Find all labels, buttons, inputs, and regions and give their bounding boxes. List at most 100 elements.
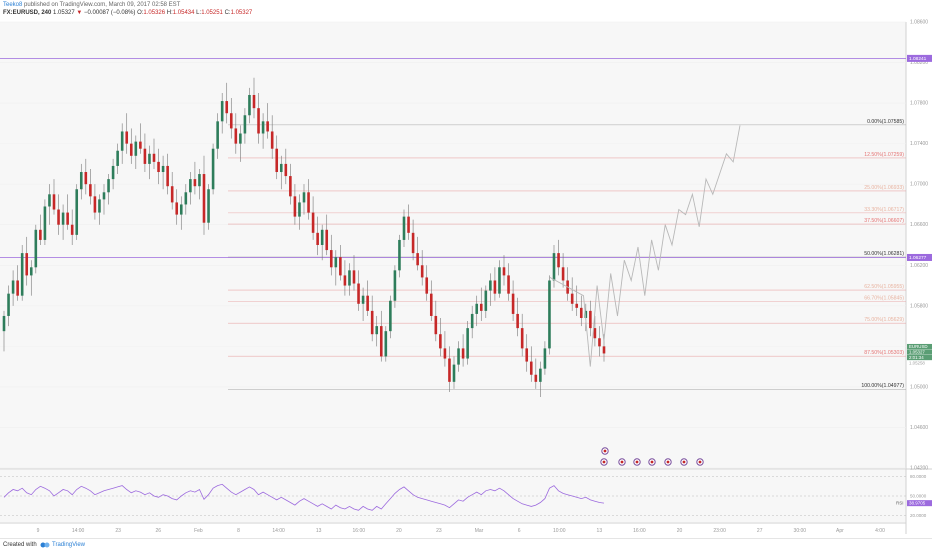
candle-body [157,161,160,173]
candle-body [429,293,433,316]
candle-body [348,270,351,286]
candle-body [507,275,510,294]
author-link[interactable]: Teeko8 [3,2,23,8]
time-tick-label: 23:00 [713,528,726,534]
candle-body [366,295,369,311]
candle-body [16,280,19,296]
time-tick-label: 16:00 [353,528,366,534]
price-tick-label: 1.08600 [910,20,928,26]
rsi-value-tag-bg [907,500,932,507]
candle-body [248,94,251,116]
price-tag-label: 1.06277 [909,255,927,261]
time-tick-label: 6 [518,528,521,534]
candle-body [452,364,456,382]
candle-body [498,267,501,294]
horizontal-levels: 1.08241 1.06277 [0,54,932,261]
candle-body [598,338,601,347]
time-tick-label: 10:00 [553,528,566,534]
candle-body [489,280,492,291]
candle-body [470,313,474,329]
candle-body [393,270,397,301]
candle-body [202,174,206,223]
time-tick-label: 27 [757,528,763,534]
candle-body [379,326,383,357]
candle-body [120,131,124,151]
candle-body [339,257,342,276]
time-axis: 9 14:00 23 26 Feb 8 14:00 13 16:00 20 23 Mar 6 10:00 1… [37,528,885,534]
fib-level-label: 25.00%(1.06933) [864,185,904,191]
candle-body [557,253,560,268]
candle-body [529,361,533,375]
publish-line: Teeko8 published on TradingView.com, Mar… [3,2,180,8]
time-tick-label: 23 [115,528,121,534]
rsi-line [3,483,605,511]
low-label: L: [196,10,202,16]
candle-body [361,295,365,304]
rsi-indicator: 80.0000 50.0000 20.0000 RSI 38.9705 [0,474,932,518]
candle-body [107,179,110,193]
candle-body [252,94,256,109]
candle-body [461,348,465,359]
time-tick-label: 9 [37,528,40,534]
candle-body [593,328,597,339]
time-tick-label: 16:00 [633,528,646,534]
candle-body [29,267,33,276]
fib-level-label: 37.50%(1.06607) [864,218,904,224]
price-tick-label: 1.04600 [910,425,928,431]
candle-body [93,196,97,213]
candle-body [39,229,42,240]
candle-body [48,194,51,207]
close-value: 1.05327 [230,10,253,16]
time-tick-label: Mar [475,528,484,534]
footer: Created with TradingView [0,538,932,551]
high-value: 1.05434 [172,10,195,16]
fib-retracement: 0.00%(1.07585) 12.50%(1.07259) 25.00%(1.06… [228,119,906,390]
candle-body [98,199,101,213]
open-label: O: [137,10,144,16]
candle-body [166,165,169,187]
candle-body [561,267,565,281]
candle-body [402,216,406,240]
candle-body [266,121,269,132]
candle-body [343,275,347,286]
price-chart[interactable]: 1.08600 1.08200 1.07800 1.07400 1.07000 1.066… [0,0,932,538]
candle-body [184,192,188,205]
candle-body [457,348,460,365]
candle-body [52,194,56,210]
candle-body [443,348,447,359]
candle-body [275,148,279,173]
candle-body [552,253,556,281]
candle-body [193,179,197,187]
candle-body [298,202,301,217]
rsi-label: RSI [896,501,904,506]
price-tick-label: 1.08200 [910,60,928,66]
rsi-value-tag: 38.9705 [909,501,926,506]
candle-body [579,307,583,318]
price-tick-label: 1.07000 [910,182,928,188]
candle-body [284,163,288,177]
candle-body [434,315,438,335]
fib-level-label: 62.50%(1.05955) [864,284,904,290]
candle-body [148,153,151,164]
candle-body [143,148,147,164]
candle-body [11,280,15,294]
time-tick-label: 8 [237,528,240,534]
candle-body [270,131,274,149]
tradingview-brand[interactable]: TradingView [52,542,86,548]
price-tag-bg [907,253,932,261]
candle-body [261,121,265,134]
fib-level-label: 50.00%(1.06281) [864,251,904,257]
candle-body [61,212,65,225]
time-tick-label: 23 [436,528,442,534]
candle-body [439,334,442,349]
candle-body [189,179,192,193]
candle-body [602,346,606,354]
candle-body [416,253,419,266]
candle-body [66,212,69,225]
event-flag-icon [603,449,607,453]
candle-body [175,202,179,215]
change-value: −0.00087 (−0.08%) [84,10,136,16]
last-price-tag-bg [907,360,932,366]
candle-body [479,303,483,311]
candle-body [334,257,338,268]
